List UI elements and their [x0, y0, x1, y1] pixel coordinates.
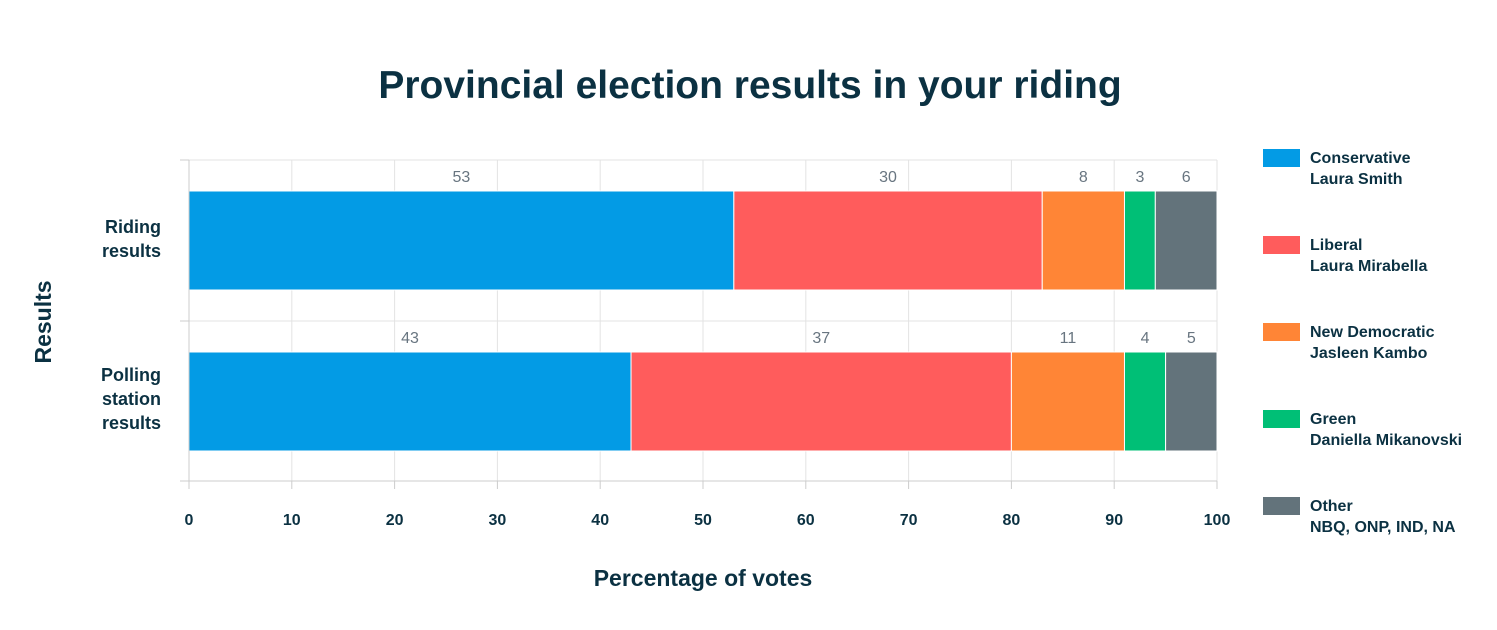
- data-label: 30: [879, 169, 897, 186]
- legend: Conservative Laura Smith Liberal Laura Mira…: [1263, 149, 1462, 536]
- x-axis-title: Percentage of votes: [594, 565, 813, 591]
- legend-label: Other NBQ, ONP, IND, NA: [1310, 498, 1456, 536]
- legend-swatch: [1263, 236, 1300, 254]
- x-tick-label: 60: [797, 512, 815, 529]
- y-category-label-line: station: [102, 389, 161, 409]
- y-category-label-line: Riding: [105, 217, 161, 237]
- bar-segment: [630, 351, 1012, 452]
- y-category-label-line: results: [102, 413, 161, 433]
- legend-swatch: [1263, 410, 1300, 428]
- bar-segment: [1041, 190, 1125, 291]
- y-category-label-line: results: [102, 241, 161, 261]
- x-tick-label: 80: [1003, 512, 1021, 529]
- bar-segment: [1123, 190, 1156, 291]
- data-label: 37: [812, 330, 830, 347]
- bar-segment: [1010, 351, 1125, 452]
- data-label: 3: [1135, 169, 1144, 186]
- legend-label: Conservative Laura Smith: [1310, 150, 1411, 188]
- bar-segment: [733, 190, 1043, 291]
- legend-swatch: [1263, 323, 1300, 341]
- x-tick-label: 40: [591, 512, 609, 529]
- legend-label: Liberal Laura Mirabella: [1310, 237, 1427, 275]
- x-tick-label: 50: [694, 512, 712, 529]
- data-label: 53: [453, 169, 471, 186]
- data-label: 4: [1141, 330, 1150, 347]
- bar-segment: [188, 351, 632, 452]
- y-category-label: Polling station results: [101, 365, 161, 433]
- legend-label-line: Laura Mirabella: [1310, 258, 1427, 275]
- legend-label-line: NBQ, ONP, IND, NA: [1310, 519, 1456, 536]
- y-category-label-line: Polling: [101, 365, 161, 385]
- legend-label: Green Daniella Mikanovski: [1310, 411, 1462, 449]
- bar-segment: [1123, 351, 1167, 452]
- legend-label-line: Daniella Mikanovski: [1310, 432, 1462, 449]
- x-tick-label: 10: [283, 512, 301, 529]
- y-category-label: Riding results: [102, 217, 161, 261]
- legend-label-line: Jasleen Kambo: [1310, 345, 1428, 362]
- chart-title: Provincial election results in your ridi…: [378, 64, 1121, 107]
- data-label: 11: [1060, 330, 1077, 347]
- data-label: 8: [1079, 169, 1088, 186]
- x-tick-label: 70: [900, 512, 918, 529]
- bar-segment: [1154, 190, 1218, 291]
- legend-label: New Democratic Jasleen Kambo: [1310, 324, 1435, 362]
- x-tick-label: 100: [1204, 512, 1231, 529]
- x-tick-label: 30: [489, 512, 507, 529]
- data-label: 5: [1187, 330, 1196, 347]
- bar-segment: [188, 190, 735, 291]
- labels-layer: 53 30 8 3 6 43 37 11 4 5: [401, 169, 1196, 347]
- legend-label-line: Other: [1310, 498, 1353, 515]
- x-tick-label: 20: [386, 512, 404, 529]
- legend-label-line: Liberal: [1310, 237, 1362, 254]
- legend-label-line: Conservative: [1310, 150, 1411, 167]
- legend-label-line: Green: [1310, 411, 1356, 428]
- legend-swatch: [1263, 497, 1300, 515]
- bars-layer: [188, 190, 1218, 452]
- x-tick-label: 90: [1105, 512, 1123, 529]
- legend-swatch: [1263, 149, 1300, 167]
- legend-label-line: New Democratic: [1310, 324, 1435, 341]
- data-label: 43: [401, 330, 419, 347]
- data-label: 6: [1182, 169, 1191, 186]
- bar-segment: [1165, 351, 1218, 452]
- legend-label-line: Laura Smith: [1310, 171, 1402, 188]
- y-axis-title: Results: [30, 280, 56, 363]
- x-tick-label: 0: [185, 512, 194, 529]
